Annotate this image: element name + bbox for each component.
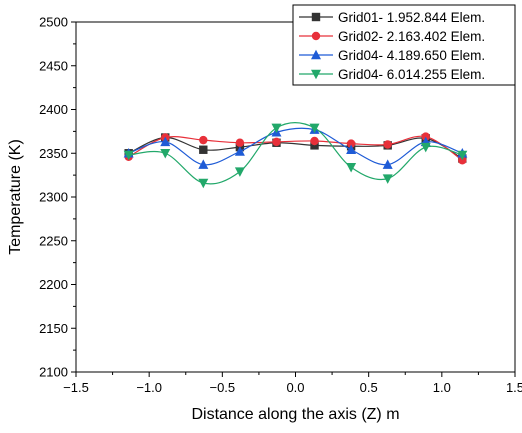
series-4-point	[309, 123, 320, 134]
series-4-point	[198, 178, 209, 189]
x-tick-label: 0.5	[360, 380, 378, 395]
legend-entry-label: Grid02- 2.163.402 Elem.	[338, 29, 485, 44]
series-2-point	[383, 140, 392, 149]
y-tick-label: 2500	[39, 15, 68, 30]
x-tick-label: 1.5	[506, 380, 522, 395]
series-4-point	[160, 149, 171, 159]
x-tick-label: −1.5	[63, 380, 89, 395]
series-4-point	[234, 167, 245, 177]
series-3-point	[160, 136, 171, 147]
series-2-point	[458, 156, 467, 165]
legend-swatch-marker	[311, 12, 321, 22]
series-4	[123, 122, 468, 189]
series-4-point	[457, 150, 468, 161]
legend: Grid01- 1.952.844 Elem. Grid02- 2.163.402…	[292, 4, 516, 86]
series-1-line	[128, 136, 463, 160]
series-3-point	[382, 159, 393, 169]
y-tick-label: 2100	[39, 365, 68, 380]
y-axis-title: Temperature (K)	[7, 139, 24, 255]
series-4-point	[123, 150, 134, 161]
series-3-point	[234, 146, 245, 156]
series-1	[124, 133, 467, 163]
y-tick-label: 2350	[39, 146, 68, 161]
y-tick-label: 2300	[39, 190, 68, 205]
series-2-point	[272, 137, 281, 147]
y-tick-label: 2250	[39, 233, 68, 248]
series-2-point	[235, 138, 245, 147]
legend-swatch-marker	[311, 49, 321, 60]
x-tick-label: 0.0	[286, 380, 304, 395]
series-2-point	[346, 139, 356, 148]
series-3	[123, 124, 468, 169]
series-2-point	[421, 132, 430, 141]
x-tick-label: 1.0	[433, 380, 451, 395]
series-3-point	[346, 144, 357, 154]
series-3-line	[128, 127, 463, 166]
series-4-point	[382, 174, 393, 184]
x-axis-title: Distance along the axis (Z) m	[191, 406, 399, 423]
legend-swatch-marker	[311, 69, 321, 80]
y-tick-label: 2150	[39, 321, 68, 336]
y-tick-label: 2200	[39, 277, 68, 292]
series-3-point	[198, 159, 209, 169]
legend-entry-label: Grid04- 6.014.255 Elem.	[338, 67, 485, 82]
y-tick-label: 2450	[39, 58, 68, 73]
series-2-point	[310, 136, 319, 146]
series-4-point	[271, 123, 282, 134]
y-tick-label: 2400	[39, 102, 68, 117]
series-4-point	[420, 142, 431, 153]
legend-swatch-marker	[311, 31, 321, 41]
series-2	[124, 132, 467, 165]
legend-box	[292, 4, 516, 86]
x-tick-label: −1.0	[136, 380, 162, 395]
series-2-line	[128, 135, 463, 161]
series-4-point	[346, 163, 357, 173]
series-1-point	[310, 141, 319, 150]
x-tick-label: −0.5	[209, 380, 235, 395]
series-1-point	[199, 145, 208, 154]
series-2-point	[199, 135, 208, 145]
legend-entry-label: Grid04- 4.189.650 Elem.	[338, 48, 485, 63]
legend-entry-label: Grid01- 1.952.844 Elem.	[338, 10, 485, 25]
series-4-line	[128, 122, 463, 185]
